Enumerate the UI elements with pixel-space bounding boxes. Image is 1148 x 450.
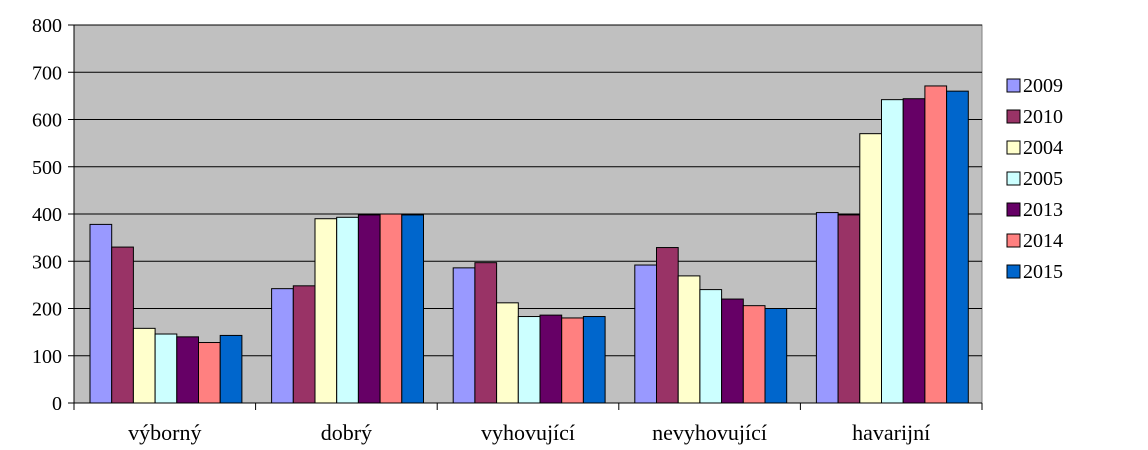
legend-label: 2015 [1023,261,1063,283]
bar-2013-2 [539,314,563,404]
bar-2014-3 [742,305,766,404]
x-category-label: vyhovující [481,420,575,445]
bar-2004-1 [314,218,338,404]
bar-2013-4 [902,98,926,404]
bar-2010-2 [474,262,498,404]
x-category-label: dobrý [321,420,372,445]
bar-2015-4 [946,90,969,404]
legend-label: 2014 [1023,230,1063,252]
bar-2013-1 [357,214,381,404]
y-tick-label: 500 [32,157,62,179]
bar-2014-2 [561,317,584,404]
bar-2013-0 [176,336,200,404]
legend-label: 2010 [1023,106,1063,128]
bar-2004-3 [677,275,701,404]
legend-swatch [1006,233,1021,248]
bar-2004-4 [859,133,882,404]
y-tick-label: 600 [32,110,62,132]
bars [89,85,969,404]
bar-2010-3 [656,247,679,404]
bar-2014-1 [379,213,403,404]
x-category-label: nevyhovující [652,420,767,445]
bar-2009-1 [271,288,294,404]
bar-2015-3 [764,308,788,404]
bar-2009-2 [452,267,476,404]
y-tick-label: 400 [32,204,62,226]
legend-swatch [1006,140,1021,155]
legend-swatch [1006,109,1021,124]
legend-swatch [1006,171,1021,186]
y-tick-label: 800 [32,15,62,37]
y-tick-label: 100 [32,346,62,368]
legend-swatch [1006,202,1021,217]
bar-2004-2 [496,302,519,404]
bar-2005-4 [881,99,904,404]
bar-2005-2 [517,316,541,404]
legend-swatch [1006,78,1021,93]
bar-2010-4 [837,214,861,404]
y-tick-label: 300 [32,251,62,273]
bar-2014-0 [198,342,221,404]
legend-label: 2009 [1023,75,1063,97]
y-tick-label: 700 [32,62,62,84]
bar-2015-2 [582,316,606,404]
bar-2014-4 [924,85,948,404]
legend-label: 2005 [1023,168,1063,190]
bar-2004-0 [132,327,156,404]
bar-2013-3 [721,298,744,404]
y-tick-label: 200 [32,299,62,321]
bar-2015-1 [401,214,424,404]
bar-2015-0 [219,334,243,404]
x-axis-categories: výborný dobrý vyhovující nevyhovující havari… [128,420,930,445]
bar-2010-0 [111,246,134,404]
bar-2010-1 [292,285,316,404]
bar-2005-0 [154,333,178,404]
legend: 2009 2010 2004 2005 2013 2014 2015 [1006,75,1063,283]
bar-2009-3 [634,264,657,404]
legend-label: 2004 [1023,137,1063,159]
y-tick-label: 0 [52,393,62,415]
legend-swatch [1006,264,1021,279]
legend-label: 2013 [1023,199,1063,221]
x-category-label: výborný [128,420,201,445]
bar-2009-4 [815,212,839,404]
bar-2009-0 [89,223,113,404]
y-axis-ticks: 0 100 200 300 400 500 600 700 800 [32,15,62,415]
axes [68,24,983,410]
bar-2005-3 [699,289,723,404]
x-category-label: havarijní [852,420,930,445]
bar-2005-1 [336,216,359,404]
